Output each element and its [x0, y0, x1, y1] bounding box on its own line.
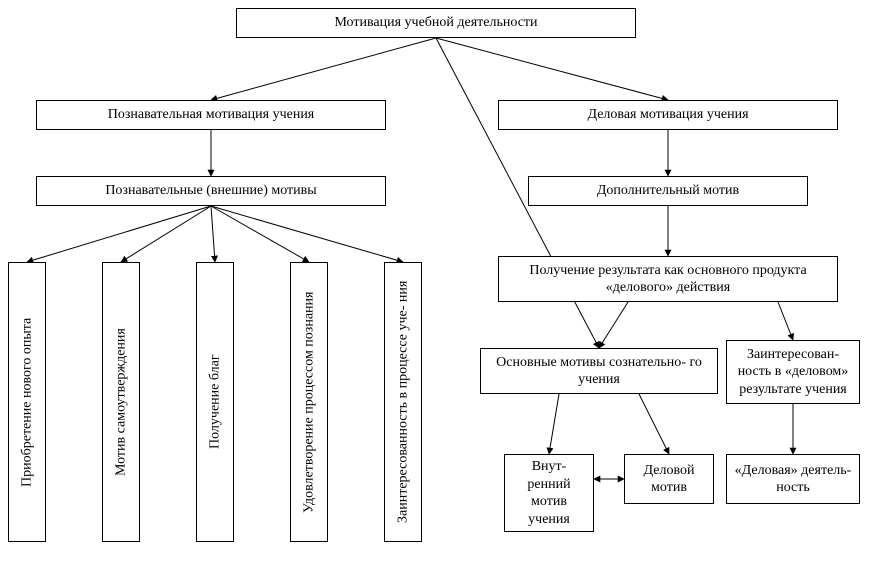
edge-right3-r4a	[599, 302, 628, 348]
edge-left2-v4	[211, 206, 309, 262]
edge-root-left1	[211, 38, 436, 100]
node-left2: Познавательные (внешние) мотивы	[36, 176, 386, 206]
node-right1: Деловая мотивация учения	[498, 100, 838, 130]
node-r5b: Деловой мотив	[624, 454, 714, 504]
edge-right3-r4b	[778, 302, 793, 340]
node-r5a: Внут- ренний мотив учения	[504, 454, 594, 532]
edge-r4a-r5b	[639, 394, 669, 454]
node-right3: Получение результата как основного проду…	[498, 256, 838, 302]
node-r4a: Основные мотивы сознательно- го учения	[480, 348, 718, 394]
node-v5: Заинтересованность в процессе уче- ния	[384, 262, 422, 542]
node-left1: Познавательная мотивация учения	[36, 100, 386, 130]
node-root: Мотивация учебной деятельности	[236, 8, 636, 38]
node-v3: Получение благ	[196, 262, 234, 542]
edge-r4a-r5a	[549, 394, 559, 454]
node-v2: Мотив самоутверждения	[102, 262, 140, 542]
node-v1: Приобретение нового опыта	[8, 262, 46, 542]
node-r5c: «Деловая» деятель- ность	[726, 454, 860, 504]
edge-left2-v5	[211, 206, 403, 262]
node-v4: Удовлетворение процессом познания	[290, 262, 328, 542]
node-right2: Дополнительный мотив	[528, 176, 808, 206]
edge-root-right1	[436, 38, 668, 100]
node-r4b: Заинтересован- ность в «деловом» результ…	[726, 340, 860, 404]
edge-left2-v1	[27, 206, 211, 262]
edge-left2-v2	[121, 206, 211, 262]
edge-left2-v3	[211, 206, 215, 262]
